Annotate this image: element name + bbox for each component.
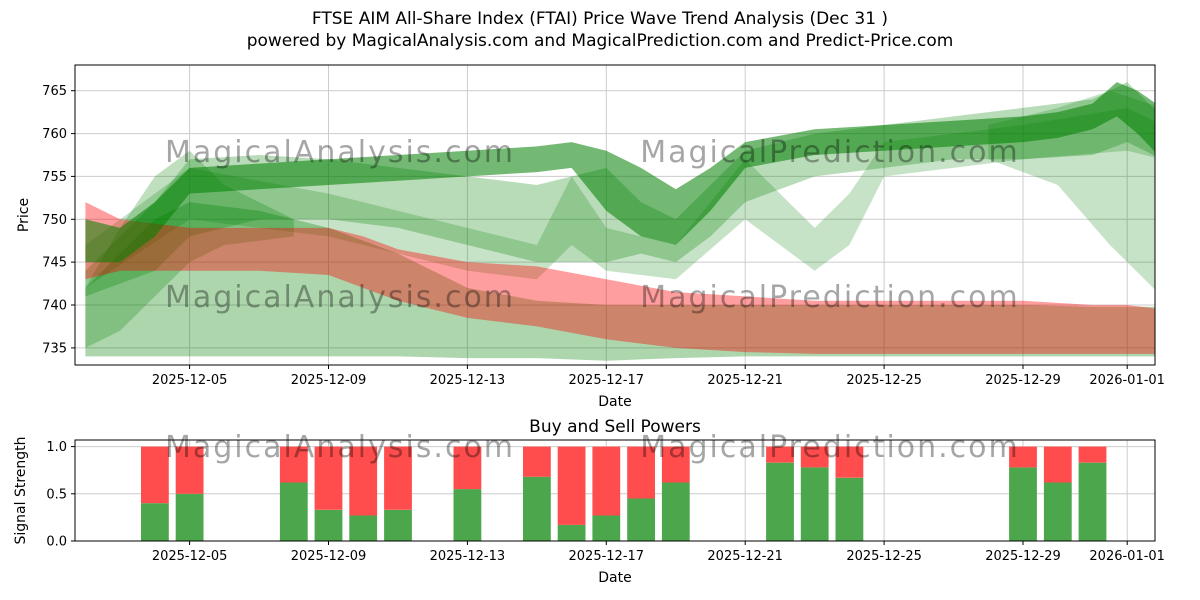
power-x-tick-label: 2025-12-21: [707, 549, 783, 564]
wave-band-main-trend: [85, 82, 1155, 263]
sell-power-bar: [1009, 446, 1037, 468]
chart-header: FTSE AIM All-Share Index (FTAI) Price Wa…: [0, 8, 1200, 52]
sell-power-bar: [800, 446, 829, 468]
price-x-tick-label: 2026-01-01: [1089, 373, 1165, 388]
price-chart: 735 740 745 750 755 760 765 2025-12-05 2025-12-0…: [16, 64, 1165, 410]
buy-power-bar: [800, 467, 829, 541]
buy-power-bar: [627, 498, 655, 541]
price-y-tick-label: 760: [42, 127, 67, 142]
buy-power-bar: [557, 525, 586, 541]
buy-power-bar: [314, 509, 343, 541]
signal-strength-axis-label: Signal Strength: [13, 436, 29, 544]
buy-power-bar: [523, 476, 551, 541]
power-chart-title: Buy and Sell Powers: [529, 417, 701, 437]
wave-band-crossing-band: [85, 107, 1155, 288]
sell-power-bar: [279, 446, 308, 483]
buy-power-bar: [141, 503, 169, 541]
sell-power-bar: [1043, 446, 1072, 483]
watermark-prediction: MagicalPrediction.com: [640, 280, 1020, 315]
buy-power-bar: [384, 509, 412, 541]
price-x-tick-label: 2025-12-21: [707, 373, 783, 388]
sell-power-bar: [141, 446, 169, 504]
watermark-analysis: MagicalAnalysis.com: [165, 135, 515, 170]
power-y-tick-label: 1.0: [46, 440, 67, 455]
watermark-prediction: MagicalPrediction.com: [640, 135, 1020, 170]
sell-power-bar: [766, 446, 794, 463]
sell-power-bar: [557, 446, 586, 525]
power-x-tick-label: 2025-12-25: [846, 549, 922, 564]
page-title: FTSE AIM All-Share Index (FTAI) Price Wa…: [311, 9, 889, 29]
power-x-tick-label: 2025-12-09: [291, 549, 367, 564]
watermark-analysis: MagicalAnalysis.com: [165, 430, 515, 465]
sell-power-bar: [835, 446, 864, 478]
price-y-tick-label: 755: [42, 170, 67, 185]
price-x-tick-label: 2025-12-25: [846, 373, 922, 388]
sell-power-bar: [627, 446, 655, 499]
price-x-tick-label: 2025-12-17: [569, 373, 645, 388]
price-x-tick-label: 2025-12-13: [430, 373, 506, 388]
price-axis-label: Price: [16, 198, 32, 232]
buy-power-bar: [453, 489, 482, 541]
power-x-tick-label: 2025-12-29: [985, 549, 1061, 564]
buy-power-bar: [279, 482, 308, 541]
price-x-tick-label: 2025-12-09: [291, 373, 367, 388]
power-x-tick-label: 2026-01-01: [1089, 549, 1165, 564]
buy-power-bar: [766, 462, 794, 541]
price-x-tick-label: 2025-12-05: [152, 373, 228, 388]
power-plot-frame: [74, 439, 1156, 542]
wave-band-left-blob: [85, 150, 294, 348]
sell-power-bar: [523, 446, 551, 477]
watermark-prediction: MagicalPrediction.com: [640, 430, 1020, 465]
buy-power-bar: [1078, 462, 1107, 541]
page-subtitle: powered by MagicalAnalysis.com and Magic…: [246, 31, 954, 51]
buy-power-bar: [592, 515, 621, 541]
sell-power-bar: [349, 446, 378, 516]
price-x-tick-label: 2025-12-29: [985, 373, 1061, 388]
buy-power-bar: [349, 515, 378, 541]
sell-power-bar: [175, 446, 204, 494]
sell-power-bar: [384, 446, 412, 510]
price-y-tick-label: 765: [42, 84, 67, 99]
price-y-tick-label: 745: [42, 256, 67, 271]
wave-band-sell-pressure: [85, 202, 1155, 354]
wave-band-lower-envelope: [85, 202, 1155, 361]
sell-power-bar: [453, 446, 482, 490]
power-x-tick-label: 2025-12-13: [430, 549, 506, 564]
sell-power-bar: [314, 446, 343, 510]
power-y-tick-label: 0.5: [46, 487, 67, 502]
power-x-tick-label: 2025-12-05: [152, 549, 228, 564]
buy-power-bar: [835, 477, 864, 541]
buy-power-bar: [1043, 482, 1072, 541]
power-x-tick-label: 2025-12-17: [569, 549, 645, 564]
sell-power-bar: [592, 446, 621, 516]
price-date-axis-label: Date: [598, 394, 631, 410]
price-y-tick-label: 750: [42, 213, 67, 228]
wave-bands: [85, 82, 1155, 361]
power-chart: Buy and Sell Powers 0.0 0.5 1.0 2025-12-05 20…: [13, 417, 1165, 586]
price-y-tick-label: 740: [42, 299, 67, 314]
sell-power-bar: [661, 446, 690, 483]
buy-power-bar: [661, 482, 690, 541]
buy-power-bar: [1009, 467, 1037, 541]
price-y-tick-label: 735: [42, 341, 67, 356]
power-date-axis-label: Date: [598, 570, 631, 586]
sell-power-bar: [1078, 446, 1107, 463]
price-plot-frame: [74, 64, 1156, 366]
buy-power-bar: [175, 493, 204, 541]
watermark-analysis: MagicalAnalysis.com: [165, 280, 515, 315]
power-y-tick-label: 0.0: [46, 535, 67, 550]
